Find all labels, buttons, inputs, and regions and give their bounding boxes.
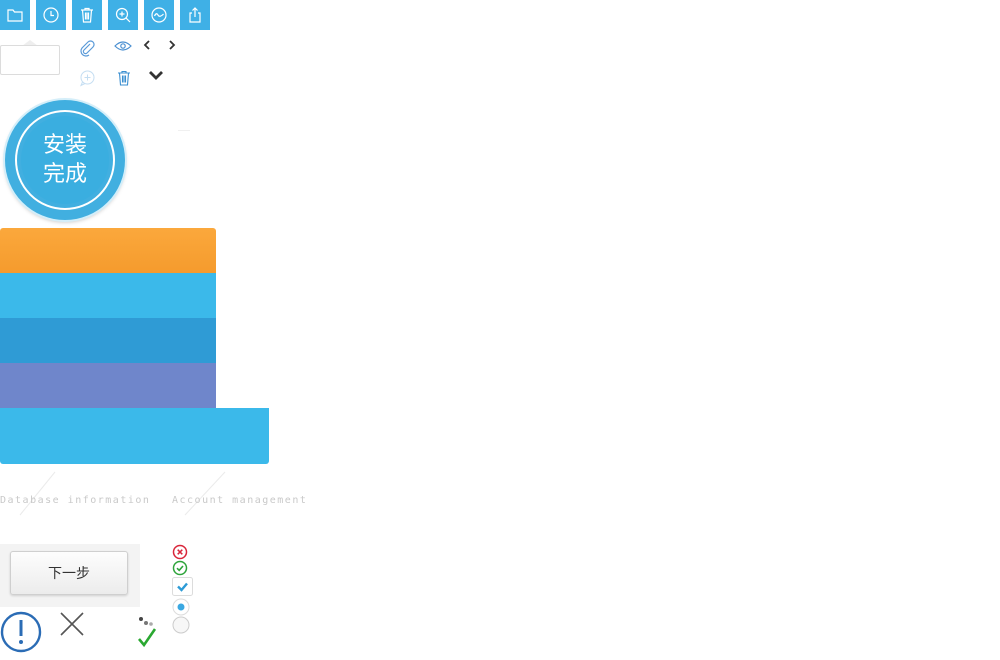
delete-item-button[interactable] <box>115 68 133 88</box>
chevron-down-icon <box>149 71 163 80</box>
bar-wide-blue <box>0 408 269 464</box>
add-comment-button[interactable] <box>77 68 97 88</box>
toolbar-delete-button[interactable] <box>72 0 102 30</box>
expand-button[interactable] <box>147 68 165 82</box>
next-step-button[interactable]: 下一步 <box>10 551 128 595</box>
step-label-database: Database information <box>0 495 151 506</box>
clock-icon <box>43 7 59 23</box>
wave-icon <box>151 7 167 23</box>
bar-blue <box>0 318 216 363</box>
badge-text-line1: 安装 <box>42 133 87 158</box>
bar-sky-blue <box>0 273 216 318</box>
folder-icon <box>7 9 23 22</box>
badge-center: 安装 完成 <box>21 116 109 204</box>
success-circle-icon <box>172 560 188 576</box>
install-complete-badge: 安装 完成 <box>5 100 125 220</box>
bar-purple <box>0 363 216 408</box>
share-icon <box>189 7 201 23</box>
prev-button[interactable] <box>140 38 154 52</box>
toolbar-share-button[interactable] <box>180 0 210 30</box>
badge-text-line2: 完成 <box>42 162 87 187</box>
paperclip-icon <box>80 40 95 57</box>
radio-selected-icon[interactable] <box>172 598 190 616</box>
trash-icon <box>81 7 93 23</box>
step-diagonal-lines <box>19 471 226 516</box>
checkbox-checked-icon[interactable] <box>172 577 194 597</box>
badge-ring: 安装 完成 <box>15 110 115 210</box>
comment-add-icon <box>80 70 95 87</box>
close-x-icon[interactable] <box>60 612 84 636</box>
eye-icon <box>114 41 132 51</box>
loading-dots-icon <box>139 617 153 626</box>
preview-button[interactable] <box>113 38 133 54</box>
error-circle-icon <box>172 544 188 560</box>
chevron-right-icon <box>169 40 176 50</box>
zoom-in-icon <box>115 7 131 23</box>
toolbar-chart-button[interactable] <box>144 0 174 30</box>
info-exclamation-icon <box>0 611 42 653</box>
toolbar-history-button[interactable] <box>36 0 66 30</box>
trash-icon <box>118 70 130 86</box>
faint-divider <box>178 130 190 131</box>
blank-input-box[interactable] <box>0 45 60 75</box>
bar-orange <box>0 228 216 273</box>
toolbar-folder-button[interactable] <box>0 0 30 30</box>
radio-empty-icon[interactable] <box>172 616 190 634</box>
step-label-account: Account management <box>172 495 308 506</box>
chevron-left-icon <box>143 40 150 50</box>
next-arrow-button[interactable] <box>165 38 179 52</box>
green-check-icon <box>138 628 156 648</box>
toolbar-zoom-button[interactable] <box>108 0 138 30</box>
toolbar-pointer <box>22 40 38 46</box>
attach-button[interactable] <box>77 38 97 58</box>
